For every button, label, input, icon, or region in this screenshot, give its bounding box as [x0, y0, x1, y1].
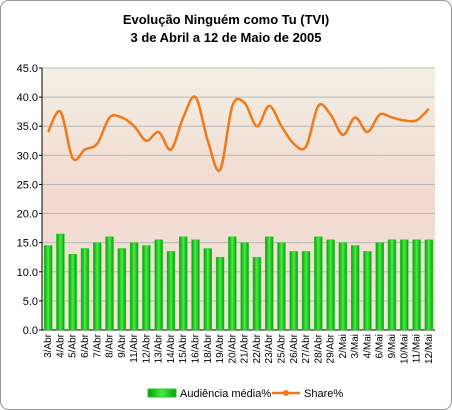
bar [68, 254, 77, 331]
x-tick-label: 23/Abr [264, 333, 275, 363]
bar [301, 251, 311, 331]
chart-title: Evolução Ninguém como Tu (TVI) [123, 12, 329, 27]
bar [117, 248, 127, 331]
x-tick-label: 12/Abr [141, 333, 152, 363]
x-tick-label: 21/Abr [240, 333, 251, 363]
bar [142, 245, 151, 331]
legend-label: Share% [304, 388, 343, 400]
y-tick-label: 15.0 [17, 238, 38, 250]
x-tick-label: 20/Abr [227, 333, 238, 363]
bar [363, 251, 372, 331]
x-tick-label: 5/Abr [68, 333, 79, 358]
bar [203, 248, 212, 331]
x-tick-label: 29/Abr [326, 333, 337, 363]
bar [191, 239, 200, 331]
y-tick-label: 5.0 [23, 296, 38, 308]
bar [277, 242, 286, 331]
bar [240, 242, 249, 331]
bar [326, 239, 335, 331]
bar [228, 236, 237, 331]
y-tick-label: 40.0 [17, 92, 38, 104]
x-tick-label: 9/Abr [117, 333, 128, 358]
bar [154, 239, 163, 331]
bar [387, 239, 397, 331]
bar [252, 256, 262, 331]
chart-subtitle: 3 de Abril a 12 de Maio de 2005 [131, 30, 322, 45]
bar [265, 236, 274, 331]
bar [56, 233, 65, 331]
bar [166, 251, 176, 331]
legend-label: Audiência média% [180, 388, 271, 400]
x-tick-label: 3/Abr [43, 333, 54, 358]
x-tick-label: 11/Mai [412, 334, 423, 363]
bar [350, 245, 360, 331]
x-tick-label: 4/Abr [55, 333, 66, 358]
legend-marker [283, 390, 289, 396]
bar [424, 239, 434, 331]
bar [314, 236, 323, 331]
x-tick-label: 10/Mai [399, 334, 410, 364]
bar [412, 239, 421, 331]
bar [400, 239, 409, 331]
bar [215, 256, 225, 331]
x-tick-label: 8/Abr [105, 333, 116, 358]
y-tick-label: 45.0 [17, 63, 38, 75]
bar [289, 251, 298, 331]
bar [93, 242, 102, 331]
x-tick-label: 19/Abr [215, 333, 226, 363]
x-tick-label: 7/Abr [92, 333, 103, 358]
line [47, 95, 430, 173]
x-tick-label: 11/Abr [129, 333, 140, 362]
x-tick-label: 27/Abr [301, 333, 312, 363]
y-tick-label: 0.0 [23, 325, 38, 337]
x-tick-label: 13/Abr [154, 333, 165, 363]
x-tick-label: 22/Abr [252, 333, 263, 363]
x-tick-label: 6/Mai [375, 334, 386, 358]
x-tick-label: 6/Abr [80, 333, 91, 358]
x-tick-label: 26/Abr [289, 333, 300, 363]
bar [129, 242, 139, 331]
x-tick-label: 25/Abr [276, 333, 287, 363]
x-tick-label: 16/Abr [191, 333, 202, 363]
bar [179, 236, 188, 331]
x-tick-label: 12/Mai [424, 334, 435, 364]
y-tick-label: 30.0 [17, 150, 38, 162]
x-tick-label: 2/Mai [338, 334, 349, 358]
x-tick-label: 3/Mai [350, 334, 361, 358]
x-tick-label: 15/Abr [178, 333, 189, 363]
x-tick-label: 28/Abr [313, 333, 324, 363]
x-tick-label: 14/Abr [166, 333, 177, 363]
legend-swatch [147, 388, 177, 398]
y-tick-label: 35.0 [17, 121, 38, 133]
bar [338, 242, 348, 331]
x-tick-label: 4/Mai [362, 334, 373, 358]
bar [80, 248, 90, 331]
y-tick-label: 20.0 [17, 209, 38, 221]
bar [43, 245, 53, 331]
bar [375, 242, 384, 331]
bar [105, 236, 114, 331]
x-tick-label: 18/Abr [203, 333, 214, 363]
y-tick-label: 10.0 [17, 267, 38, 279]
x-tick-label: 9/Mai [387, 334, 398, 358]
y-tick-label: 25.0 [17, 179, 38, 191]
